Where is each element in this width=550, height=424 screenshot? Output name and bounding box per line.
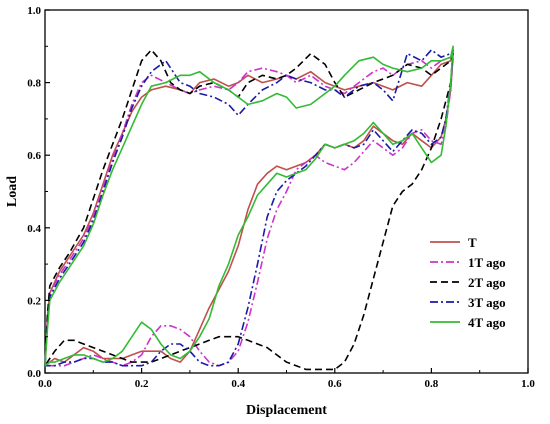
y-tick-label: 0.6 bbox=[27, 150, 41, 162]
legend-label-1: 1T ago bbox=[468, 255, 506, 270]
legend-label-2: 2T ago bbox=[468, 275, 506, 290]
series-line-0 bbox=[44, 52, 454, 367]
legend-label-0: T bbox=[468, 235, 477, 250]
series-line-2 bbox=[44, 49, 454, 371]
series-line-4 bbox=[44, 45, 454, 367]
y-axis-title: Load bbox=[5, 176, 20, 207]
y-tick-label: 0.4 bbox=[27, 223, 41, 235]
legend-label-4: 4T ago bbox=[468, 315, 506, 330]
x-tick-label: 1.0 bbox=[521, 378, 535, 390]
series-line-3 bbox=[44, 49, 454, 367]
y-tick-label: 0.2 bbox=[27, 295, 41, 307]
y-tick-label: 0.8 bbox=[27, 78, 41, 90]
x-tick-label: 0.0 bbox=[38, 378, 52, 390]
x-tick-label: 0.8 bbox=[425, 378, 439, 390]
y-tick-label: 0.0 bbox=[27, 368, 41, 380]
y-tick-label: 1.0 bbox=[27, 5, 41, 17]
series-layer bbox=[44, 45, 454, 371]
series-line-1 bbox=[44, 52, 454, 367]
axes-layer: 0.0 0.2 0.4 0.6 0.8 1.0 0.0 0.2 0.4 0.6 0.8 1.0 bbox=[27, 5, 535, 390]
x-tick-label: 0.2 bbox=[135, 378, 149, 390]
x-axis-title: Displacement bbox=[246, 403, 327, 418]
legend: T 1T ago 2T ago 3T ago 4T ago bbox=[430, 235, 506, 330]
x-tick-label: 0.6 bbox=[328, 378, 342, 390]
x-tick-label: 0.4 bbox=[231, 378, 245, 390]
legend-label-3: 3T ago bbox=[468, 295, 506, 310]
